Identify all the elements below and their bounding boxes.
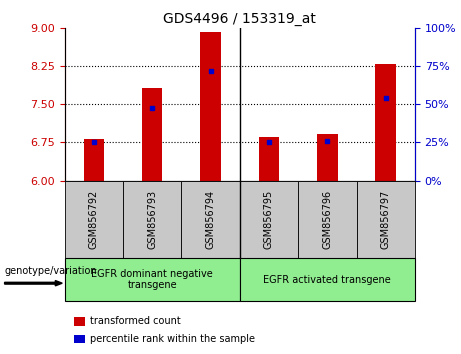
Text: percentile rank within the sample: percentile rank within the sample	[90, 334, 255, 344]
Bar	[259, 137, 279, 181]
Bar	[375, 64, 396, 181]
Text: GSM856796: GSM856796	[322, 190, 332, 249]
Text: genotype/variation: genotype/variation	[5, 266, 97, 276]
Bar	[123, 181, 181, 258]
Bar	[317, 134, 337, 181]
Bar	[356, 181, 415, 258]
Bar	[142, 88, 162, 181]
Text: GSM856795: GSM856795	[264, 190, 274, 249]
Bar	[298, 181, 356, 258]
Bar	[240, 181, 298, 258]
Text: GSM856792: GSM856792	[89, 190, 99, 249]
Bar	[200, 32, 221, 181]
Bar	[83, 139, 104, 181]
Text: EGFR activated transgene: EGFR activated transgene	[263, 275, 391, 285]
Bar	[181, 181, 240, 258]
Text: transformed count: transformed count	[90, 316, 181, 326]
Title: GDS4496 / 153319_at: GDS4496 / 153319_at	[163, 12, 316, 26]
Text: GSM856793: GSM856793	[147, 190, 157, 249]
Bar	[240, 258, 415, 301]
Bar	[65, 181, 123, 258]
Text: GSM856797: GSM856797	[381, 190, 391, 249]
Bar	[65, 258, 240, 301]
Text: EGFR dominant negative
transgene: EGFR dominant negative transgene	[91, 269, 213, 291]
Text: GSM856794: GSM856794	[206, 190, 216, 249]
